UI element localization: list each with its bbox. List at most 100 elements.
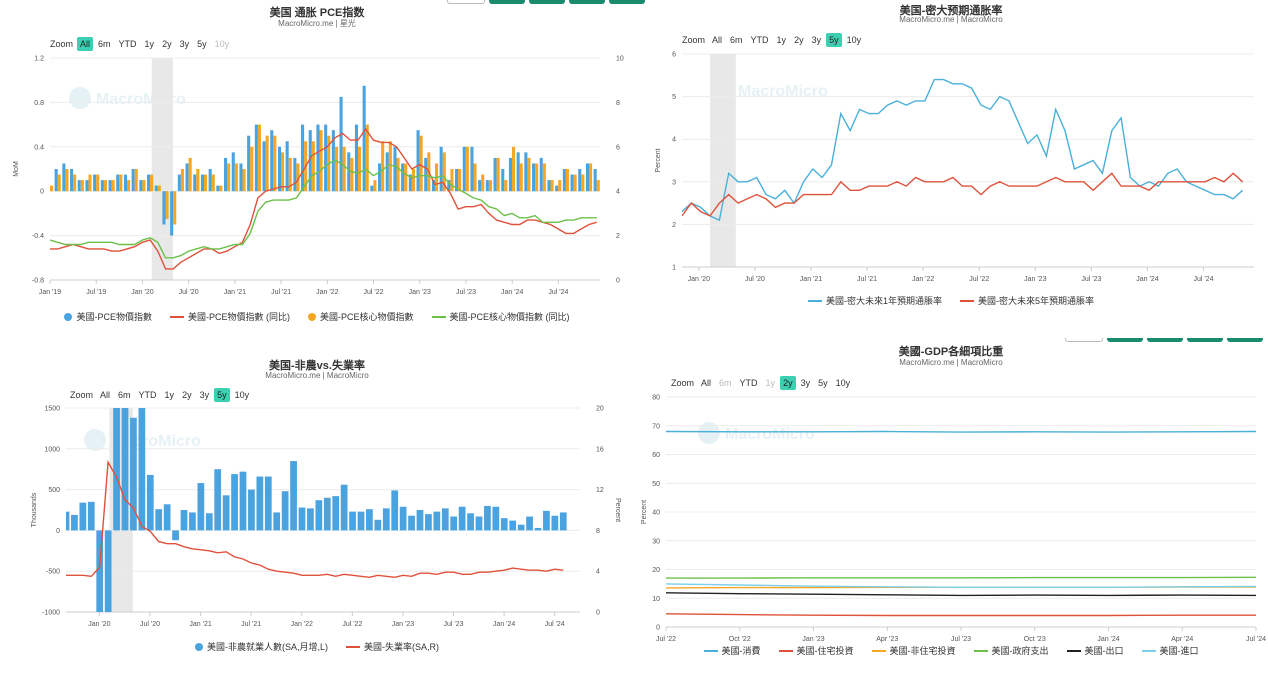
legend-item[interactable]: 美國-PCE物價指數: [64, 310, 152, 323]
line-series: [666, 614, 1256, 616]
x-tick-label: Jul '21: [857, 276, 877, 283]
bar: [248, 490, 255, 531]
x-tick-label: Jul '22: [364, 289, 384, 296]
bar: [527, 158, 530, 191]
legend-item[interactable]: 美國-進口: [1142, 644, 1199, 657]
bar: [70, 169, 73, 191]
y-tick-label: 0: [40, 189, 44, 196]
bar: [181, 169, 184, 191]
bar: [524, 152, 527, 191]
legend-item[interactable]: 美國-政府支出: [974, 644, 1049, 657]
x-tick-label: Jul '23: [456, 289, 476, 296]
legend-swatch: [779, 650, 793, 652]
legend-item[interactable]: 美國-非住宅投資: [872, 644, 956, 657]
x-tick-label: Jan '23: [409, 289, 431, 296]
bar: [273, 136, 276, 192]
x-tick-label: Jul '24: [1246, 636, 1266, 643]
series-line: [666, 432, 1256, 433]
bar: [278, 147, 281, 191]
bar: [197, 483, 204, 530]
bar: [85, 180, 88, 191]
bar: [122, 408, 129, 530]
bar: [89, 175, 92, 192]
y-tick-label: 50: [652, 481, 660, 488]
bar: [560, 512, 567, 530]
bar: [440, 147, 443, 191]
bar: [47, 180, 50, 191]
legend-item[interactable]: 美國-非農就業人數(SA,月增,L): [195, 640, 328, 653]
bar: [470, 147, 473, 191]
bar: [355, 125, 358, 192]
bar: [112, 180, 115, 191]
bar: [363, 86, 366, 191]
bar: [397, 158, 400, 191]
bar: [518, 525, 525, 531]
legend-swatch: [346, 646, 360, 648]
y-tick-label: 500: [48, 487, 60, 494]
legend-item[interactable]: 美國-PCE核心物價指數 (同比): [432, 310, 570, 323]
bar: [433, 512, 440, 531]
bar: [216, 186, 219, 192]
bar: [138, 408, 145, 530]
legend-item[interactable]: 美國-住宅投資: [779, 644, 854, 657]
y-tick-label: 4: [672, 137, 676, 144]
bar: [116, 175, 119, 192]
bar: [147, 175, 150, 192]
legend-item[interactable]: 美國-失業率(SA,R): [346, 640, 439, 653]
bar: [209, 169, 212, 191]
bar: [293, 158, 296, 191]
bar: [512, 147, 515, 191]
top-tab-strip-2: [1065, 338, 1263, 342]
bar: [350, 158, 353, 191]
bar: [381, 141, 384, 191]
bar: [65, 169, 68, 191]
bar: [509, 521, 516, 531]
bar: [172, 530, 179, 540]
x-tick-label: Jul '24: [545, 621, 565, 628]
line-series: [666, 593, 1256, 596]
bar: [127, 180, 130, 191]
legend-label: 美國-密大未來5年預期通脹率: [978, 294, 1094, 307]
bar: [571, 175, 574, 192]
bar: [62, 163, 65, 191]
bar: [594, 169, 597, 191]
series-line: [666, 584, 1256, 587]
chart-subtitle: MacroMicro.me | MacroMicro: [0, 371, 634, 380]
chart-svg: MacroMicro-0.8-0.400.40.81.20246810MoMYo…: [0, 30, 634, 330]
legend-label: 美國-密大未來1年預期通脹率: [826, 294, 942, 307]
bar: [586, 163, 589, 191]
x-tick-label: Jan '22: [912, 276, 934, 283]
bar: [547, 180, 550, 191]
bar: [101, 180, 104, 191]
bar: [266, 136, 269, 192]
legend-item[interactable]: 美國-PCE核心物價指數: [308, 310, 414, 323]
legend-item[interactable]: 美國-PCE物價指數 (同比): [170, 310, 290, 323]
bar: [581, 175, 584, 192]
legend-swatch: [1067, 650, 1081, 652]
legend-item[interactable]: 美國-密大未來5年預期通脹率: [960, 294, 1094, 307]
x-tick-label: Jul '24: [548, 289, 568, 296]
bar: [551, 516, 558, 531]
bar: [347, 152, 350, 191]
bar: [509, 158, 512, 191]
y-tick-label: 80: [652, 395, 660, 402]
bar: [158, 186, 161, 192]
bar: [235, 163, 238, 191]
y-axis-label: Thousands: [31, 492, 38, 527]
bar: [109, 180, 112, 191]
bar: [563, 169, 566, 191]
bar: [484, 506, 491, 530]
bar: [532, 163, 535, 191]
bar: [119, 175, 122, 192]
legend-item[interactable]: 美國-消費: [704, 644, 761, 657]
legend-item[interactable]: 美國-密大未來1年預期通脹率: [808, 294, 942, 307]
legend-item[interactable]: 美國-出口: [1067, 644, 1124, 657]
bar: [320, 130, 323, 191]
bar: [219, 186, 222, 192]
bar: [497, 158, 500, 191]
bar: [227, 163, 230, 191]
legend-label: 美國-PCE核心物價指數 (同比): [450, 310, 570, 323]
x-tick-label: Jul '23: [951, 636, 971, 643]
x-tick-label: Jul '19: [86, 289, 106, 296]
bar: [597, 180, 600, 191]
